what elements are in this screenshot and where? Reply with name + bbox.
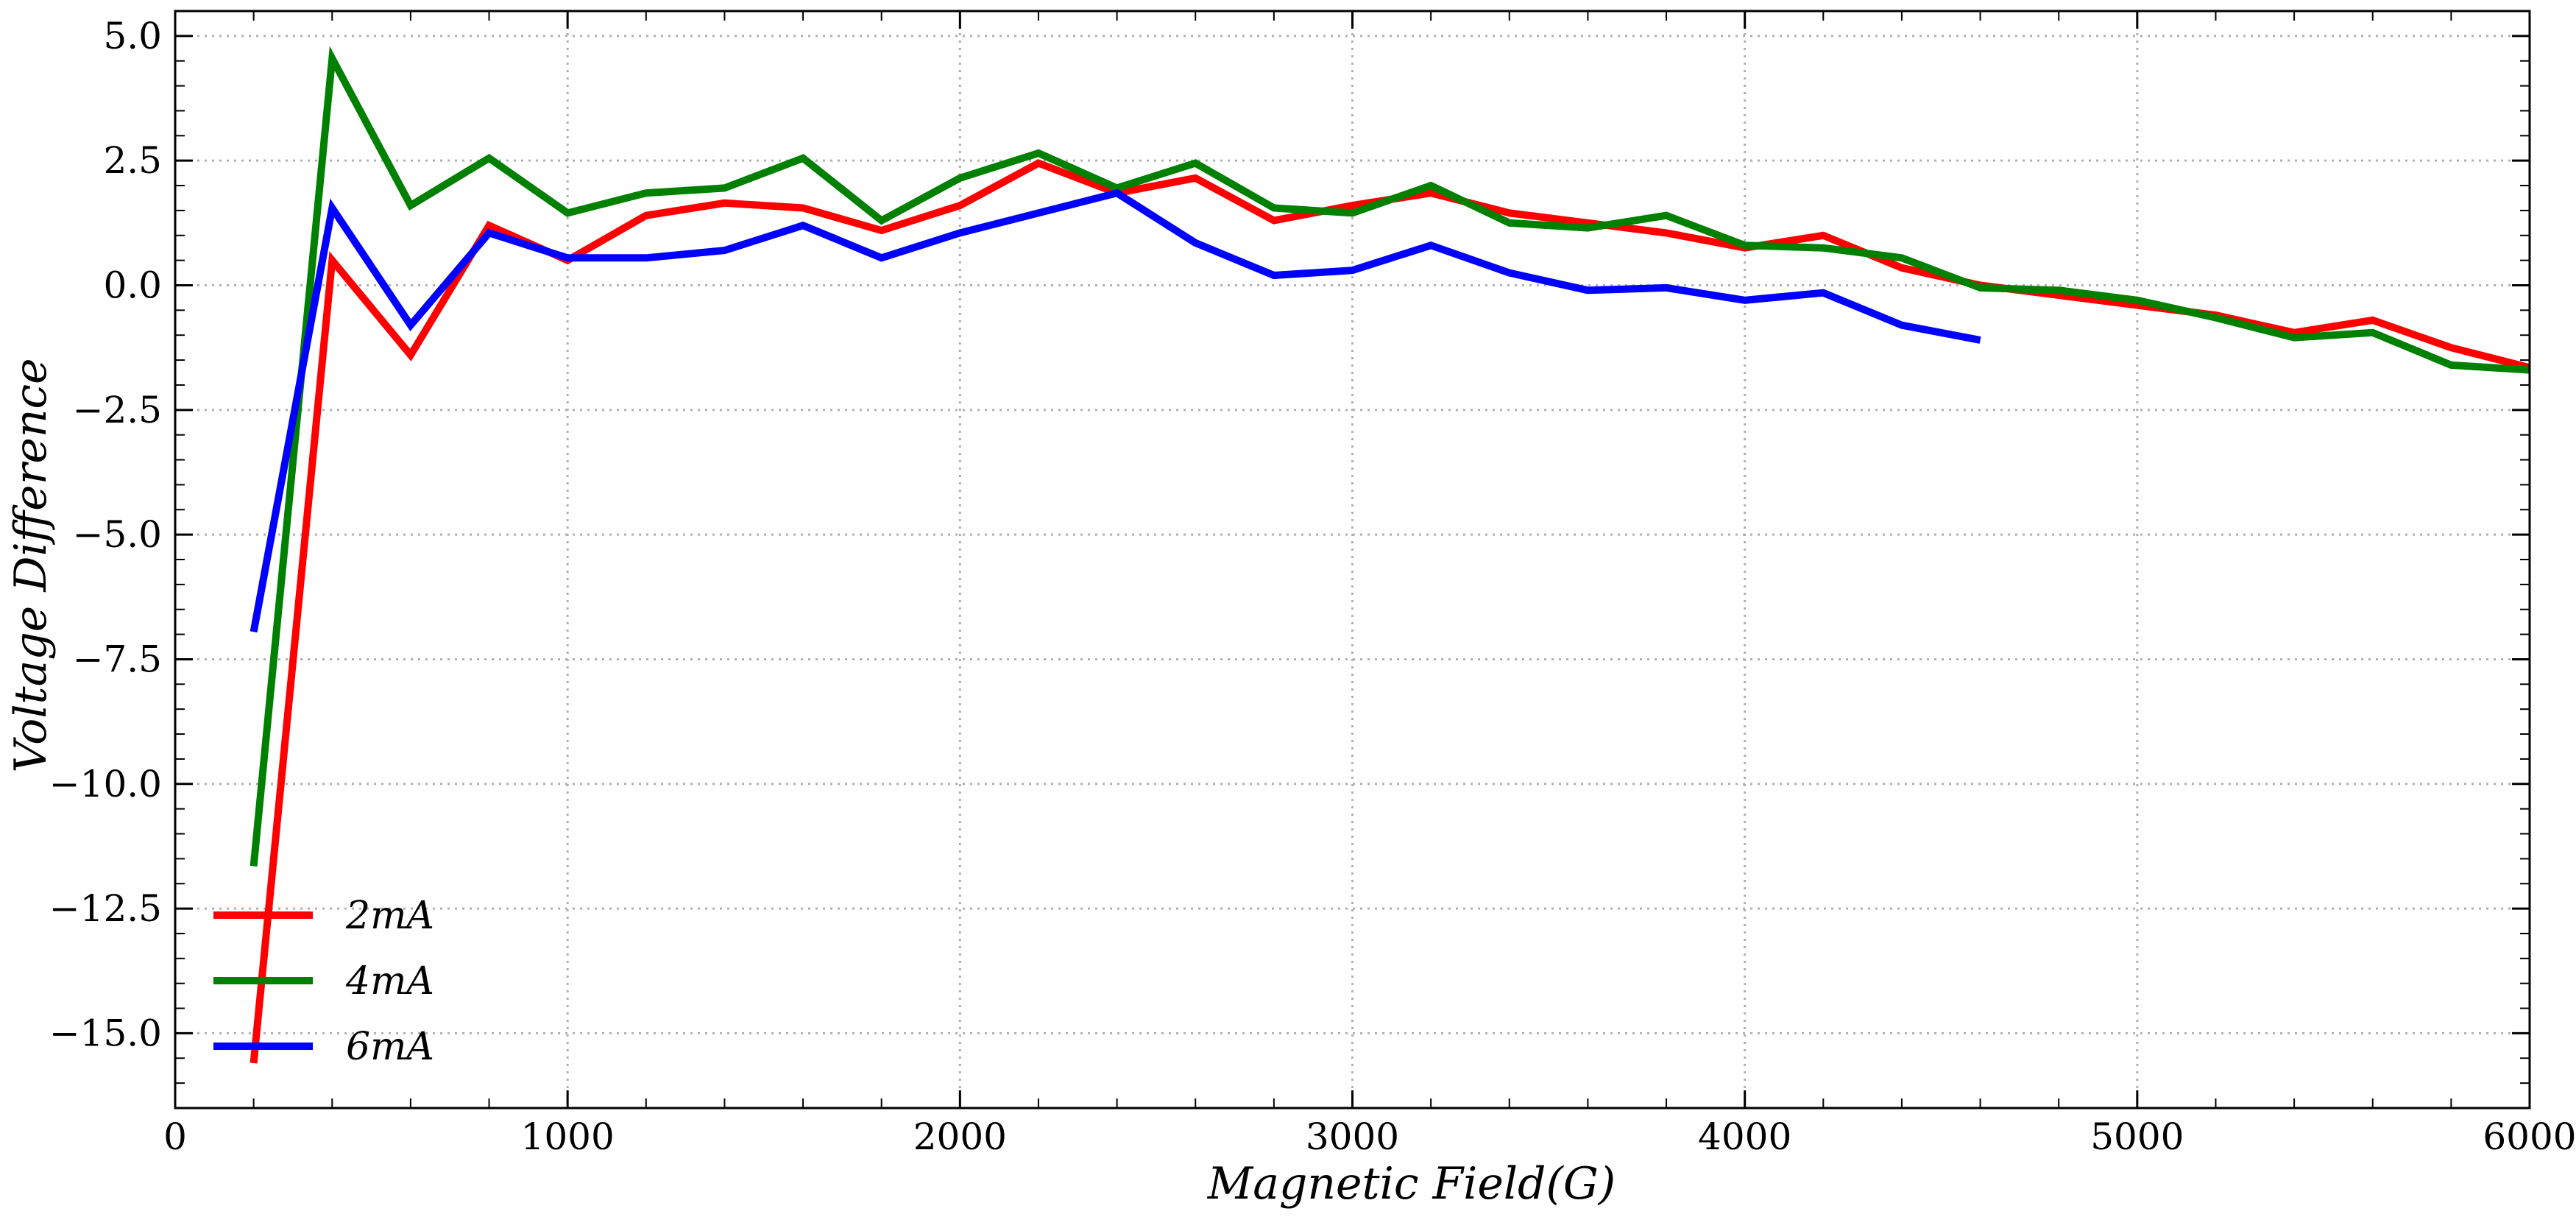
y-tick-label: −12.5	[49, 887, 162, 930]
x-tick-label: 4000	[1698, 1115, 1791, 1158]
series-lines	[250, 46, 2531, 1064]
x-tick-label: 5000	[2090, 1115, 2184, 1158]
x-tick-label: 6000	[2483, 1115, 2576, 1158]
y-tick-label: −15.0	[49, 1012, 162, 1054]
x-tick-label: 2000	[913, 1115, 1007, 1158]
x-axis-label: Magnetic Field(G)	[1207, 1158, 1616, 1210]
tick-marks	[174, 10, 2531, 1109]
tick-labels: 0 1000 2000 3000 4000 5000 6000 5.0 2.5 0.0 −2.5 −5…	[49, 15, 2576, 1158]
legend-label-6mA: 6mA	[346, 1025, 434, 1069]
y-tick-label: 2.5	[103, 139, 162, 182]
legend: 2mA 4mA 6mA	[213, 894, 434, 1069]
y-tick-label: −2.5	[73, 389, 162, 431]
x-tick-label: 1000	[521, 1115, 615, 1158]
y-tick-label: −5.0	[73, 513, 162, 556]
legend-label-2mA: 2mA	[345, 894, 434, 938]
series-line-4mA	[250, 46, 2530, 867]
y-axis-label: Voltage Difference	[5, 358, 57, 772]
y-tick-label: −10.0	[49, 763, 162, 805]
legend-label-4mA: 4mA	[345, 959, 434, 1003]
y-tick-label: 5.0	[103, 15, 162, 57]
grid	[175, 11, 2530, 1108]
y-tick-label: 0.0	[103, 264, 162, 307]
series-line-6mA	[250, 188, 1981, 633]
y-tick-label: −7.5	[73, 638, 162, 680]
x-tick-label: 0	[163, 1115, 187, 1158]
x-tick-label: 3000	[1306, 1115, 1399, 1158]
